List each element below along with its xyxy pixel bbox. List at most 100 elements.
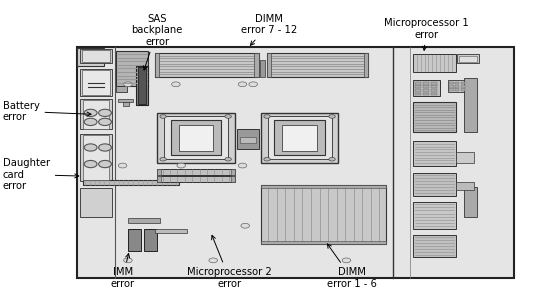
Bar: [423, 93, 429, 95]
Bar: [268, 116, 332, 159]
Bar: [118, 99, 133, 102]
Text: DIMM
error 7 - 12: DIMM error 7 - 12: [241, 14, 297, 45]
Circle shape: [329, 157, 335, 161]
Bar: [431, 82, 437, 85]
Bar: [155, 53, 259, 77]
Bar: [123, 102, 129, 106]
Bar: [449, 82, 454, 84]
Text: Battery
error: Battery error: [3, 101, 91, 122]
Bar: [413, 141, 456, 166]
Bar: [157, 113, 235, 163]
Bar: [431, 89, 437, 92]
Bar: [415, 89, 421, 92]
Bar: [413, 102, 456, 132]
Bar: [261, 185, 386, 188]
Bar: [266, 53, 368, 77]
Circle shape: [99, 144, 111, 151]
Bar: [448, 80, 469, 92]
Bar: [82, 70, 110, 95]
Circle shape: [99, 160, 111, 168]
Circle shape: [84, 109, 97, 116]
Bar: [456, 152, 474, 163]
Bar: [231, 176, 235, 182]
Circle shape: [264, 157, 270, 161]
Bar: [461, 85, 465, 88]
Circle shape: [172, 82, 180, 87]
Bar: [423, 89, 429, 92]
Circle shape: [177, 163, 185, 168]
Circle shape: [160, 157, 166, 161]
Bar: [237, 129, 259, 149]
Circle shape: [241, 223, 249, 228]
Bar: [431, 93, 437, 95]
Bar: [157, 169, 161, 175]
Bar: [431, 85, 437, 88]
Bar: [80, 49, 112, 63]
Circle shape: [238, 163, 247, 168]
Bar: [157, 169, 235, 175]
Bar: [413, 202, 456, 229]
Bar: [77, 48, 104, 66]
Circle shape: [238, 82, 247, 87]
Circle shape: [84, 160, 97, 168]
Circle shape: [124, 258, 132, 263]
Bar: [464, 187, 477, 217]
Bar: [83, 180, 179, 185]
Bar: [423, 82, 429, 85]
Bar: [80, 134, 112, 181]
Circle shape: [99, 109, 111, 116]
Bar: [461, 88, 465, 91]
Bar: [274, 120, 325, 155]
Bar: [455, 85, 459, 88]
Bar: [80, 99, 112, 129]
Bar: [415, 93, 421, 95]
Bar: [413, 173, 456, 196]
Circle shape: [118, 163, 127, 168]
Bar: [415, 85, 421, 88]
Bar: [415, 82, 421, 85]
Text: IMM
error: IMM error: [110, 253, 135, 289]
Circle shape: [209, 258, 217, 263]
Bar: [83, 100, 109, 129]
Bar: [116, 86, 127, 92]
Bar: [155, 53, 159, 77]
Text: Daughter
card
error: Daughter card error: [3, 158, 79, 191]
Circle shape: [249, 82, 257, 87]
Bar: [116, 51, 148, 86]
Bar: [144, 229, 157, 251]
Bar: [82, 50, 110, 62]
Circle shape: [84, 144, 97, 151]
Bar: [455, 88, 459, 91]
Bar: [423, 85, 429, 88]
Bar: [83, 135, 109, 180]
Bar: [171, 120, 221, 155]
Bar: [413, 80, 440, 96]
Bar: [449, 88, 454, 91]
Text: DIMM
error 1 - 6: DIMM error 1 - 6: [327, 244, 377, 289]
Bar: [364, 53, 368, 77]
Bar: [240, 137, 256, 143]
Bar: [128, 218, 160, 223]
Bar: [464, 78, 477, 132]
Bar: [261, 113, 338, 163]
Bar: [77, 47, 514, 278]
Bar: [157, 176, 235, 182]
Bar: [138, 67, 146, 104]
Bar: [164, 116, 228, 159]
Bar: [266, 53, 271, 77]
Bar: [449, 85, 454, 88]
Text: Microprocessor 2
error: Microprocessor 2 error: [187, 235, 272, 289]
Circle shape: [264, 115, 270, 118]
Circle shape: [124, 82, 132, 87]
Bar: [457, 54, 479, 63]
Bar: [80, 69, 112, 96]
Circle shape: [225, 157, 231, 161]
Bar: [231, 169, 235, 175]
Bar: [260, 60, 265, 77]
Bar: [157, 176, 161, 182]
Circle shape: [160, 115, 166, 118]
Bar: [128, 229, 141, 251]
Circle shape: [84, 118, 97, 126]
Bar: [136, 66, 148, 105]
Bar: [459, 56, 477, 62]
